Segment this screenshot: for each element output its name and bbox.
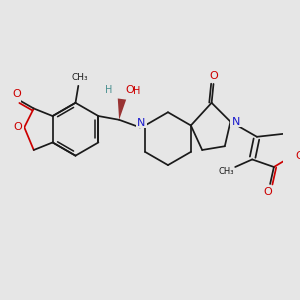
Bar <box>262 186 275 197</box>
Bar <box>10 91 22 102</box>
Text: O: O <box>125 85 134 94</box>
Bar <box>230 116 242 128</box>
Bar <box>207 71 220 82</box>
Text: N: N <box>137 118 146 128</box>
Text: O: O <box>209 71 218 81</box>
Text: H: H <box>134 85 141 96</box>
Polygon shape <box>118 98 126 120</box>
Text: CH₃: CH₃ <box>72 73 88 82</box>
Text: O: O <box>12 89 21 99</box>
Text: O: O <box>295 151 300 161</box>
Text: N: N <box>232 117 240 127</box>
Bar <box>136 117 147 128</box>
Text: O: O <box>13 122 22 132</box>
Bar <box>293 150 300 161</box>
Text: H: H <box>105 85 112 94</box>
Bar <box>11 122 24 133</box>
Text: O: O <box>264 187 273 196</box>
Text: CH₃: CH₃ <box>218 167 233 176</box>
